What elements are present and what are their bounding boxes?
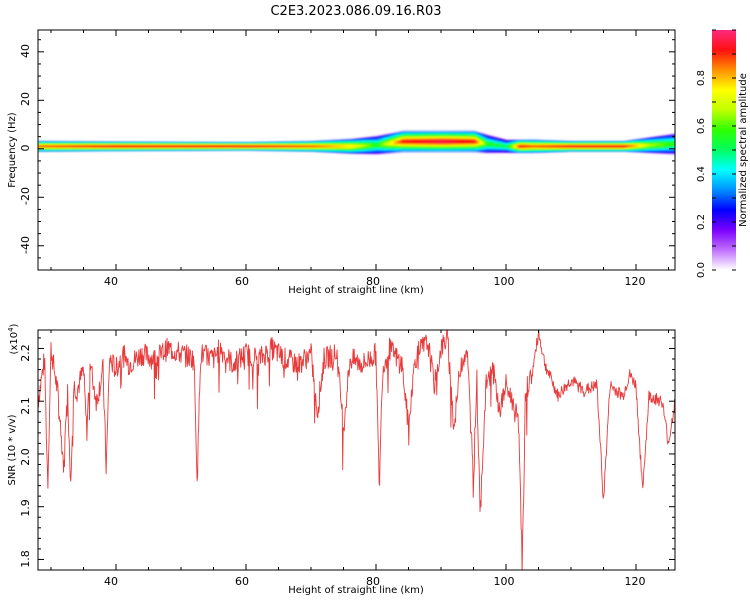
colorbar-tick-label: 0.0 (696, 262, 707, 278)
snr-x-tick-label: 40 (104, 575, 118, 588)
colorbar-ticks (712, 29, 736, 271)
snr-panel: 40 60 80 100 120 2.2 2.1 2.0 1.9 1.8 Hei… (7, 323, 676, 596)
snr-y-tick-label: 2.1 (19, 397, 32, 415)
spectrogram-heatmap (38, 130, 675, 156)
snr-x-axis-label: Height of straight line (km) (288, 585, 424, 596)
colorbar-label: Normalized spectral amplitude (738, 73, 749, 227)
colorbar-tick-label: 0.8 (696, 70, 707, 86)
snr-ticks (38, 330, 675, 571)
spectrogram-y-tick-label: 0 (19, 145, 32, 152)
spectrogram-x-tick-label: 60 (235, 275, 249, 288)
spectrogram-y-tick-label: 40 (19, 44, 32, 58)
colorbar-tick-label: 0.2 (696, 214, 707, 230)
snr-y-tick-label: 2.0 (19, 448, 32, 466)
spectrogram-y-tick-label: 20 (19, 92, 32, 106)
colorbar-tick-label: 0.4 (696, 166, 707, 182)
snr-x-tick-label: 100 (494, 575, 515, 588)
spectrogram-y-tick-label: -20 (19, 187, 32, 205)
spectrogram-panel: 40 60 80 100 120 40 20 0 -20 -40 Height … (7, 29, 676, 296)
snr-x-tick-label: 60 (235, 575, 249, 588)
snr-x-tick-label: 120 (625, 575, 646, 588)
snr-y-tick-label: 2.2 (19, 344, 32, 362)
spectrogram-ticks (38, 30, 675, 271)
spectrogram-x-tick-label: 40 (104, 275, 118, 288)
spectrogram-x-tick-label: 80 (366, 275, 380, 288)
spectrogram-frame (37, 29, 676, 271)
spectrogram-y-tick-label: -40 (19, 236, 32, 254)
snr-y-tick-label: 1.9 (19, 499, 32, 517)
snr-frame (37, 329, 676, 571)
spectrogram-x-tick-label: 100 (494, 275, 515, 288)
colorbar-tick-label: 0.6 (696, 118, 707, 134)
snr-x-tick-label: 80 (366, 575, 380, 588)
snr-series-line (38, 330, 675, 570)
snr-y-tick-label: 1.8 (19, 550, 32, 568)
snr-y-axis-label: SNR (10 * v/v) (7, 414, 18, 485)
colorbar: 0.0 0.2 0.4 0.6 0.8 Normalized spectral … (696, 29, 749, 278)
spectrogram-x-axis-label: Height of straight line (km) (288, 285, 424, 296)
spectrogram-x-tick-label: 120 (625, 275, 646, 288)
snr-y-multiplier: (x104) (7, 323, 20, 354)
spectrogram-y-axis-label: Frequency (Hz) (7, 112, 18, 188)
figure-title: C2E3.2023.086.09.16.R03 (270, 4, 441, 19)
